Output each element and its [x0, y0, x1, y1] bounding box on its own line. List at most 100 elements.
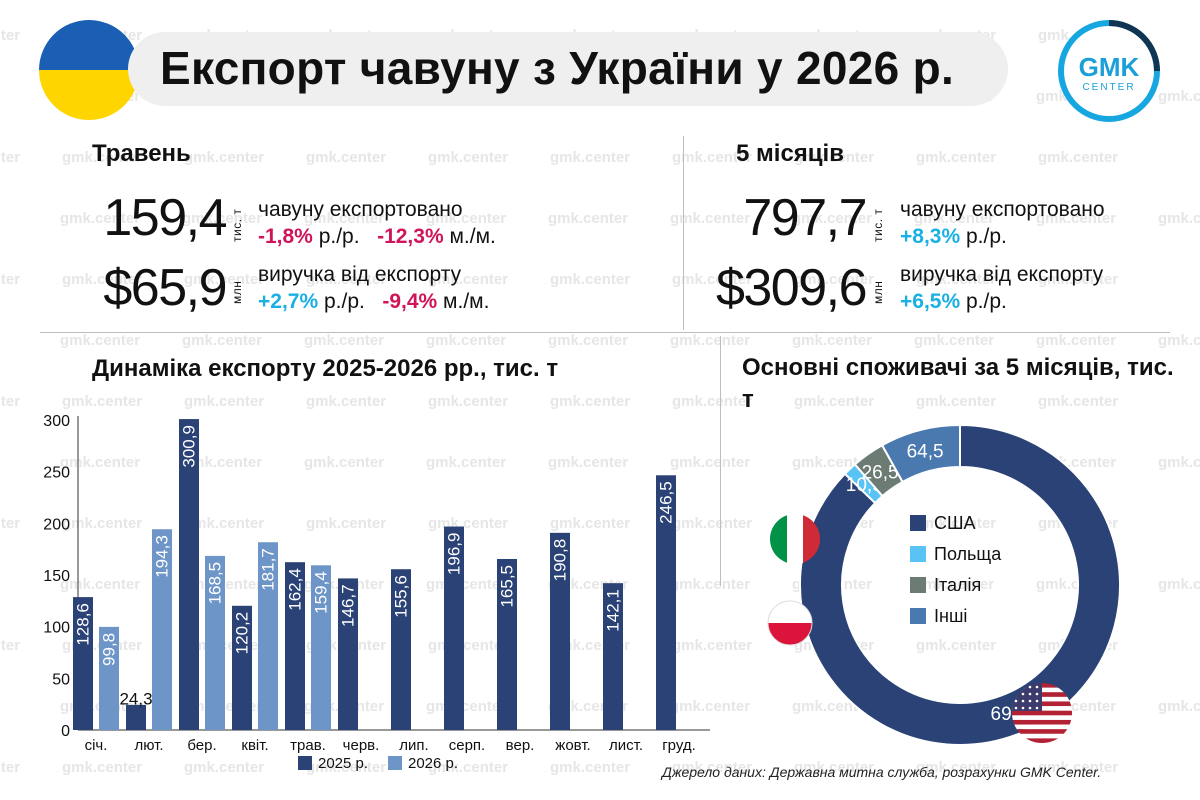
bar-2025: [444, 526, 464, 730]
ukraine-flag-icon: [39, 20, 139, 120]
poland-flag-stripes: [768, 601, 812, 645]
usa-stripe: [1012, 715, 1072, 721]
poland-flag-icon: [767, 600, 813, 646]
usa-star: [1021, 706, 1025, 710]
legend-label: Італія: [934, 575, 981, 595]
bar-data-label: 99,8: [100, 633, 119, 666]
bar-data-label: 155,6: [392, 575, 411, 618]
poland-stripe-red: [768, 623, 812, 645]
y-tick-label: 50: [52, 671, 70, 688]
five-months-revenue-yoy: +6,5%: [900, 290, 961, 313]
divider-vertical-bottom: [720, 336, 721, 586]
legend-swatch: [910, 546, 926, 562]
divider-vertical-top: [683, 136, 684, 330]
five-months-title: 5 місяців: [736, 140, 844, 167]
bar-2025: [232, 605, 252, 730]
usa-star: [1028, 706, 1032, 710]
usa-stripe: [1012, 724, 1072, 730]
bar-2025: [603, 583, 623, 730]
may-volume-mom-suffix: м./м.: [443, 225, 496, 248]
legend-label: США: [934, 513, 976, 533]
italy-stripe-white: [787, 514, 803, 564]
y-tick-label: 0: [61, 723, 70, 740]
legend-label: Польща: [934, 544, 1002, 564]
flag-stripe-blue: [39, 20, 139, 70]
title-background: [128, 32, 1008, 106]
usa-star: [1028, 699, 1032, 703]
legend-label: 2026 р.: [408, 755, 458, 772]
donut-slice: [799, 423, 1121, 746]
poland-stripe-white: [768, 601, 812, 623]
y-tick-label: 300: [43, 413, 70, 430]
may-volume-label: чавуну експортовано: [258, 198, 463, 221]
x-tick-label: жовт.: [555, 737, 590, 754]
donut-data-label: 26,5: [862, 462, 899, 483]
y-tick-label: 200: [43, 516, 70, 533]
usa-star: [1021, 692, 1025, 696]
bar-data-label: 165,5: [498, 565, 517, 608]
logo-text-center: CENTER: [1082, 82, 1135, 93]
italy-stripe-red: [803, 514, 820, 564]
may-revenue-yoy: +2,7%: [258, 290, 319, 313]
x-tick-label: квіт.: [241, 737, 268, 754]
bar-data-label: 168,5: [206, 562, 225, 605]
five-months-volume-yoy-suffix: р./р.: [960, 225, 1007, 248]
usa-stripe: [1012, 733, 1072, 739]
bar-data-label: 190,8: [551, 539, 570, 582]
donut-chart-title-text: Основні споживачі за 5 місяців, тис. т: [742, 354, 1174, 413]
legend-swatch: [388, 756, 402, 770]
italy-flag-icon: [770, 514, 820, 564]
may-volume-unit: тис. т: [230, 208, 244, 242]
may-revenue-mom: -9,4%: [382, 290, 438, 313]
x-tick-label: трав.: [290, 737, 326, 754]
logo-text-gmk: GMK: [1079, 52, 1140, 82]
bar-data-label: 196,9: [445, 533, 464, 576]
legend-swatch: [910, 515, 926, 531]
usa-stripe: [1012, 738, 1072, 743]
legend-swatch: [910, 608, 926, 624]
bar-data-label: 181,7: [259, 548, 278, 591]
x-tick-label: бер.: [187, 737, 216, 754]
may-volume-value: 159,4: [103, 189, 227, 247]
y-tick-label: 250: [43, 465, 70, 482]
five-months-revenue-unit: млн: [871, 280, 885, 304]
gmk-center-logo: GMK CENTER: [1058, 20, 1160, 122]
may-revenue-label: виручка від експорту: [258, 263, 462, 286]
bar-2025: [550, 532, 570, 730]
may-revenue-value: $65,9: [103, 259, 227, 317]
usa-star: [1014, 706, 1018, 710]
five-months-volume-yoy: +8,3%: [900, 225, 961, 248]
may-volume-mom: -12,3%: [377, 225, 444, 248]
bar-2026: [152, 529, 172, 730]
usa-stripe: [1012, 710, 1072, 716]
donut-chart-title: Основні споживачі за 5 місяців, тис. т: [742, 352, 1182, 416]
bar-2025: [285, 562, 305, 730]
x-tick-label: січ.: [85, 737, 108, 754]
five-months-volume-label: чавуну експортовано: [900, 198, 1105, 221]
bar-chart: 0 50 100 150 200 250 300 128,6 99,8 січ. 24,3 194,3…: [43, 413, 710, 772]
five-months-revenue-changes: +6,5% р./р.: [900, 290, 1007, 314]
bar-2025: [391, 569, 411, 730]
five-months-volume-unit: тис. т: [871, 208, 885, 242]
poland-flag-border: [767, 600, 813, 646]
source-note: Джерело даних: Державна митна служба, ро…: [662, 764, 1102, 780]
may-revenue-mom-suffix: м./м.: [437, 290, 490, 313]
bar-data-label: 300,9: [180, 425, 199, 468]
bar-2025: [73, 597, 93, 730]
may-volume-changes: -1,8% р./р. -12,3% м./м.: [258, 225, 496, 249]
bar-data-label: 159,4: [312, 571, 331, 614]
bar-2026: [311, 565, 331, 730]
five-months-revenue-value: $309,6: [715, 259, 868, 317]
may-title: Травень: [92, 140, 191, 167]
flag-stripe-yellow: [39, 70, 139, 120]
bar-2026: [258, 542, 278, 730]
divider-horizontal: [40, 332, 1170, 333]
x-tick-label: серп.: [449, 737, 485, 754]
may-volume-yoy: -1,8%: [258, 225, 313, 248]
five-months-revenue-yoy-suffix: р./р.: [960, 290, 1007, 313]
bar-data-label: 120,2: [233, 612, 252, 655]
x-tick-label: лист.: [609, 737, 643, 754]
x-tick-label: груд.: [662, 737, 696, 754]
bar-2026: [99, 626, 119, 730]
usa-stripe: [1012, 729, 1072, 734]
